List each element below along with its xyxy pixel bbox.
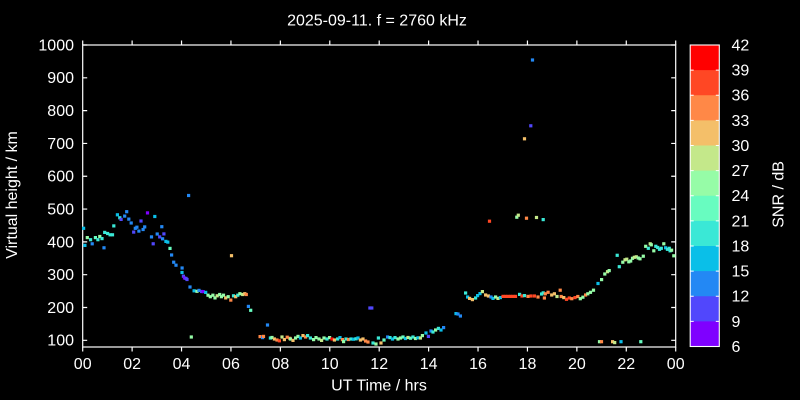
svg-text:20: 20 [568, 356, 586, 373]
svg-text:06: 06 [222, 356, 240, 373]
svg-text:42: 42 [732, 37, 750, 54]
svg-text:1000: 1000 [38, 37, 74, 54]
svg-text:15: 15 [732, 264, 750, 281]
svg-text:100: 100 [47, 333, 74, 350]
svg-text:24: 24 [732, 188, 750, 205]
svg-text:04: 04 [173, 356, 191, 373]
svg-text:Virtual height / km: Virtual height / km [4, 131, 21, 259]
svg-text:300: 300 [47, 267, 74, 284]
svg-text:400: 400 [47, 234, 74, 251]
svg-text:12: 12 [370, 356, 388, 373]
svg-text:800: 800 [47, 103, 74, 120]
svg-text:2025-09-11. f = 2760 kHz: 2025-09-11. f = 2760 kHz [287, 13, 467, 30]
svg-text:00: 00 [74, 356, 92, 373]
svg-text:21: 21 [732, 213, 750, 230]
svg-text:900: 900 [47, 70, 74, 87]
svg-text:18: 18 [519, 356, 537, 373]
svg-text:18: 18 [732, 238, 750, 255]
svg-text:00: 00 [667, 356, 685, 373]
svg-text:36: 36 [732, 88, 750, 105]
svg-text:30: 30 [732, 138, 750, 155]
svg-text:200: 200 [47, 300, 74, 317]
svg-text:14: 14 [420, 356, 438, 373]
svg-text:9: 9 [732, 314, 741, 331]
svg-text:33: 33 [732, 113, 750, 130]
svg-text:27: 27 [732, 163, 750, 180]
svg-text:6: 6 [732, 339, 741, 356]
svg-text:08: 08 [271, 356, 289, 373]
svg-text:02: 02 [123, 356, 141, 373]
svg-text:500: 500 [47, 201, 74, 218]
svg-text:10: 10 [321, 356, 339, 373]
svg-text:700: 700 [47, 136, 74, 153]
svg-text:UT Time / hrs: UT Time / hrs [331, 378, 427, 395]
svg-text:16: 16 [469, 356, 487, 373]
svg-text:SNR / dB: SNR / dB [771, 161, 788, 228]
svg-text:12: 12 [732, 289, 750, 306]
svg-text:39: 39 [732, 63, 750, 80]
svg-text:600: 600 [47, 169, 74, 186]
svg-text:22: 22 [617, 356, 635, 373]
